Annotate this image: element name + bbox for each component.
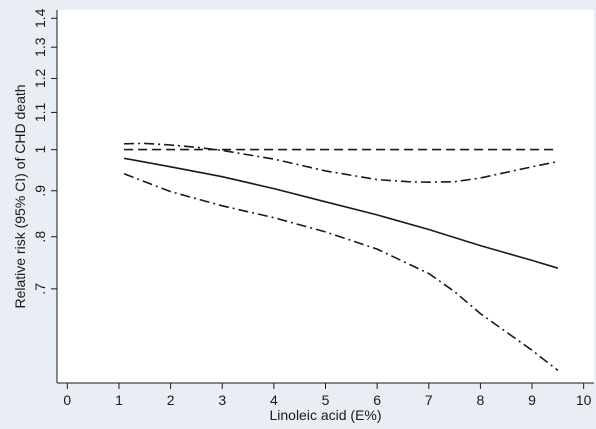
y-tick-label: .7 (32, 283, 48, 295)
y-axis-title: Relative risk (95% CI) of CHD death (12, 84, 28, 308)
x-tick-label: 10 (576, 392, 592, 408)
x-tick-label: 6 (373, 392, 381, 408)
x-tick-label: 3 (218, 392, 226, 408)
series-line-1-solid (123, 157, 559, 269)
x-ticks: 0 1 2 3 4 5 6 7 8 9 10 (63, 383, 592, 408)
x-axis-title: Linoleic acid (E%) (269, 407, 381, 423)
y-tick-label: .9 (32, 185, 48, 197)
x-tick-label: 0 (63, 392, 71, 408)
y-ticks: .7 .8 .9 1 1.1 1.2 1.3 1.4 (32, 8, 57, 295)
series-line-3-dash-dot (123, 173, 559, 372)
x-tick-label: 7 (425, 392, 433, 408)
y-tick-label: 1.1 (32, 102, 48, 122)
x-tick-label: 1 (115, 392, 123, 408)
x-tick-label: 8 (477, 392, 485, 408)
y-tick-label: 1.3 (32, 37, 48, 57)
series-group (123, 142, 559, 372)
x-tick-label: 5 (322, 392, 330, 408)
y-tick-label: 1 (32, 146, 48, 154)
plot-area (57, 10, 594, 383)
y-tick-label: 1.2 (32, 69, 48, 89)
y-tick-label: 1.4 (32, 8, 48, 28)
x-tick-label: 9 (528, 392, 536, 408)
series-line-2-dash-dot (124, 142, 559, 183)
x-tick-label: 2 (167, 392, 175, 408)
y-tick-label: .8 (32, 231, 48, 243)
x-tick-label: 4 (270, 392, 278, 408)
